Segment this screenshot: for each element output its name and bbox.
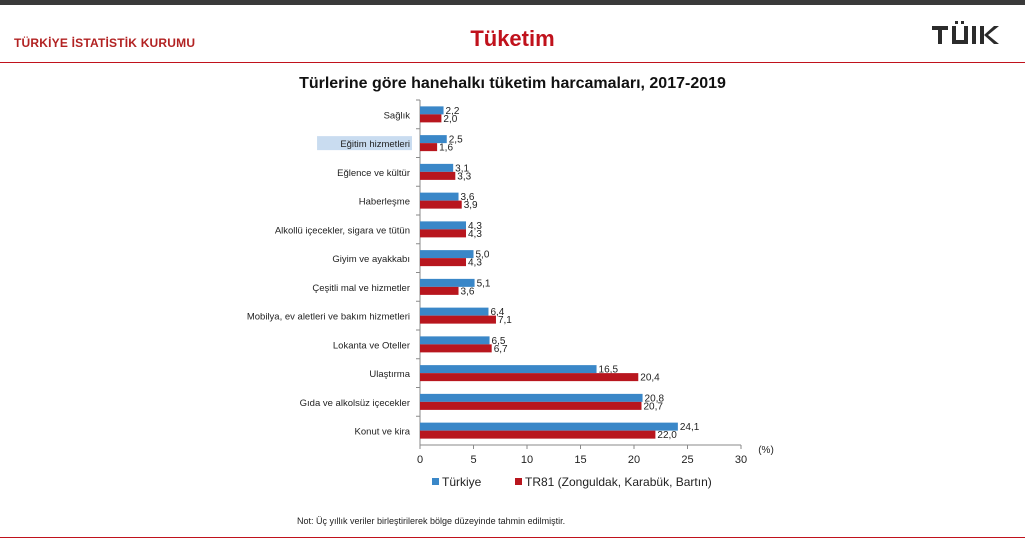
- data-label-tr81: 6,7: [494, 344, 508, 355]
- category-label: Mobilya, ev aletleri ve bakım hizmetleri: [247, 312, 410, 323]
- bar-tr81: [420, 171, 456, 180]
- category-label: Çeşitli mal ve hizmetler: [312, 283, 410, 294]
- x-tick-label: 0: [417, 454, 423, 466]
- data-label-tr81: 2,0: [443, 114, 457, 125]
- bar-turkiye: [420, 192, 459, 201]
- category-label: Haberleşme: [359, 197, 410, 208]
- data-label-tr81: 20,7: [643, 401, 663, 412]
- category-label-highlight: [317, 136, 412, 151]
- bar-tr81: [420, 200, 462, 209]
- data-label-turkiye: 4,3: [468, 221, 482, 232]
- legend-label-turkiye: Türkiye: [442, 475, 482, 489]
- bar-turkiye: [420, 163, 454, 172]
- data-label-turkiye: 16,5: [599, 365, 619, 376]
- category-label: Lokanta ve Oteller: [333, 340, 410, 351]
- category-label: Konut ve kira: [355, 427, 411, 438]
- category-label: Sağlık: [384, 110, 411, 121]
- x-tick-label: 20: [628, 454, 640, 466]
- data-label-turkiye: 24,1: [680, 422, 700, 433]
- data-label-tr81: 22,0: [657, 430, 677, 441]
- bar-tr81: [420, 373, 639, 382]
- bar-tr81: [420, 114, 442, 123]
- bar-turkiye: [420, 221, 467, 230]
- data-label-turkiye: 6,5: [492, 336, 506, 347]
- category-label: Eğlence ve kültür: [337, 168, 410, 179]
- x-tick-label: 15: [574, 454, 586, 466]
- data-label-tr81: 4,3: [468, 229, 482, 240]
- data-label-tr81: 3,6: [461, 286, 475, 297]
- data-label-tr81: 1,6: [439, 143, 453, 154]
- bar-turkiye: [420, 393, 643, 402]
- top-bar: [0, 0, 1025, 5]
- data-label-tr81: 3,9: [464, 200, 478, 211]
- category-label: Giyim ve ayakkabı: [332, 254, 410, 265]
- data-label-turkiye: 2,5: [449, 135, 463, 146]
- legend-swatch-turkiye: [432, 478, 439, 485]
- bar-tr81: [420, 143, 438, 152]
- footer-divider: [0, 537, 1025, 538]
- x-tick-label: 25: [681, 454, 693, 466]
- bar-tr81: [420, 401, 642, 410]
- category-label: Eğitim hizmetleri: [340, 139, 410, 150]
- category-label: Gıda ve alkolsüz içecekler: [300, 398, 410, 409]
- category-label: Alkollü içecekler, sigara ve tütün: [275, 225, 410, 236]
- bar-turkiye: [420, 106, 444, 115]
- data-label-turkiye: 2,2: [446, 106, 460, 117]
- x-tick-label: 30: [735, 454, 747, 466]
- bar-turkiye: [420, 365, 597, 374]
- header-divider: [0, 62, 1025, 63]
- bar-tr81: [420, 286, 459, 295]
- chart-title: Türlerine göre hanehalkı tüketim harcama…: [299, 75, 726, 92]
- bar-turkiye: [420, 135, 447, 144]
- data-label-turkiye: 3,6: [461, 192, 475, 203]
- x-tick-label: 10: [521, 454, 533, 466]
- bar-tr81: [420, 344, 492, 353]
- bar-turkiye: [420, 336, 490, 345]
- data-label-turkiye: 5,0: [476, 250, 490, 261]
- bar-tr81: [420, 430, 656, 439]
- data-label-turkiye: 6,4: [490, 307, 504, 318]
- bar-turkiye: [420, 422, 678, 431]
- data-label-tr81: 4,3: [468, 258, 482, 269]
- data-label-turkiye: 3,1: [455, 163, 469, 174]
- bar-turkiye: [420, 278, 475, 287]
- data-label-tr81: 20,4: [640, 373, 660, 384]
- tuik-logo: [932, 21, 999, 44]
- x-tick-label: 5: [470, 454, 476, 466]
- category-label: Ulaştırma: [369, 369, 410, 380]
- page-title: Tüketim: [470, 26, 555, 51]
- bar-tr81: [420, 258, 467, 267]
- bar-tr81: [420, 315, 496, 324]
- legend-swatch-tr81: [515, 478, 522, 485]
- data-label-turkiye: 20,8: [645, 393, 665, 404]
- x-axis-unit-label: (%): [758, 445, 774, 456]
- organization-name: TÜRKİYE İSTATİSTİK KURUMU: [14, 36, 196, 50]
- legend-label-tr81: TR81 (Zonguldak, Karabük, Bartın): [525, 475, 712, 489]
- footnote: Not: Üç yıllık veriler birleştirilerek b…: [297, 516, 566, 526]
- data-label-tr81: 7,1: [498, 315, 512, 326]
- bar-turkiye: [420, 250, 474, 259]
- data-label-turkiye: 5,1: [477, 278, 491, 289]
- bar-turkiye: [420, 307, 489, 316]
- bar-tr81: [420, 229, 467, 238]
- data-label-tr81: 3,3: [457, 171, 471, 182]
